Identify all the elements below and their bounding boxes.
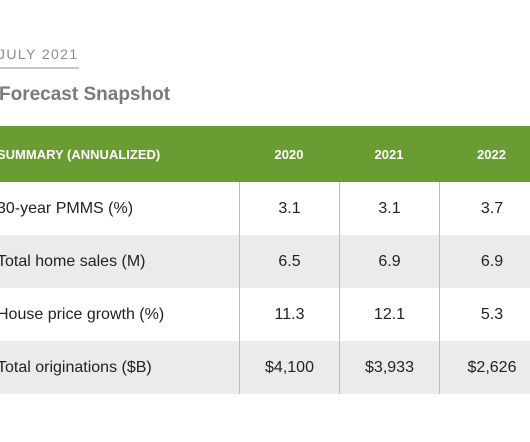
column-header-2022: 2022 — [477, 146, 506, 162]
cell-value: 6.9 — [439, 235, 530, 288]
cell-value: $3,933 — [339, 341, 439, 394]
cell-value: 6.5 — [239, 235, 339, 288]
cell-value: 3.1 — [339, 182, 439, 235]
forecast-table: SUMMARY (ANNUALIZED) 2020 2021 2022 30-y… — [0, 126, 530, 394]
row-label: 30-year PMMS (%) — [0, 199, 134, 217]
column-header-summary: SUMMARY (ANNUALIZED) — [0, 146, 161, 162]
table-row: 30-year PMMS (%) 3.1 3.1 3.7 — [0, 182, 530, 235]
report-date: JULY 2021 — [0, 46, 79, 69]
cell-value: 5.3 — [439, 288, 530, 341]
cell-value: 11.3 — [239, 288, 339, 341]
page-title: Forecast Snapshot — [0, 84, 171, 105]
row-label: House price growth (%) — [0, 305, 165, 323]
cell-value: 6.9 — [339, 235, 439, 288]
row-label: Total originations ($B) — [0, 358, 152, 376]
cell-value: $4,100 — [239, 341, 339, 394]
cell-value: 12.1 — [339, 288, 439, 341]
cell-value: $2,626 — [439, 341, 530, 394]
table-row: Total originations ($B) $4,100 $3,933 $2… — [0, 341, 530, 394]
cell-value: 3.7 — [439, 182, 530, 235]
row-label: Total home sales (M) — [0, 252, 146, 270]
table-row: House price growth (%) 11.3 12.1 5.3 — [0, 288, 530, 341]
column-header-2021: 2021 — [374, 146, 404, 162]
table-header-row: SUMMARY (ANNUALIZED) 2020 2021 2022 — [0, 126, 530, 182]
column-header-2020: 2020 — [274, 146, 304, 162]
cell-value: 3.1 — [239, 182, 339, 235]
table-row: Total home sales (M) 6.5 6.9 6.9 — [0, 235, 530, 288]
